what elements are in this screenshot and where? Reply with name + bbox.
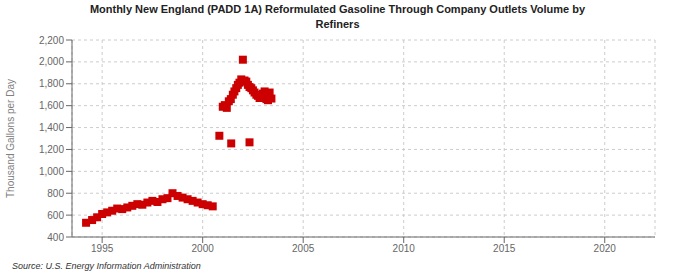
svg-text:2005: 2005	[292, 243, 315, 254]
svg-text:1995: 1995	[91, 243, 114, 254]
svg-text:800: 800	[47, 188, 64, 199]
svg-text:2,200: 2,200	[39, 35, 64, 46]
svg-text:2000: 2000	[192, 243, 215, 254]
svg-text:2015: 2015	[493, 243, 516, 254]
svg-text:2,000: 2,000	[39, 56, 64, 67]
svg-text:2020: 2020	[594, 243, 617, 254]
svg-text:1,600: 1,600	[39, 100, 64, 111]
svg-text:1,400: 1,400	[39, 122, 64, 133]
svg-text:2010: 2010	[393, 243, 416, 254]
svg-text:Thousand Gallons per Day: Thousand Gallons per Day	[8, 79, 16, 198]
svg-text:1,800: 1,800	[39, 78, 64, 89]
svg-text:1,000: 1,000	[39, 166, 64, 177]
svg-text:400: 400	[47, 232, 64, 243]
svg-text:600: 600	[47, 210, 64, 221]
html-text:Monthly New England (PADD 1A): Monthly New England (PADD 1A) Reformulat…	[89, 3, 586, 30]
svg-text:1,200: 1,200	[39, 144, 64, 155]
html-text:Source: U.S. Energy Informatio: Source: U.S. Energy Information Administ…	[12, 261, 201, 271]
